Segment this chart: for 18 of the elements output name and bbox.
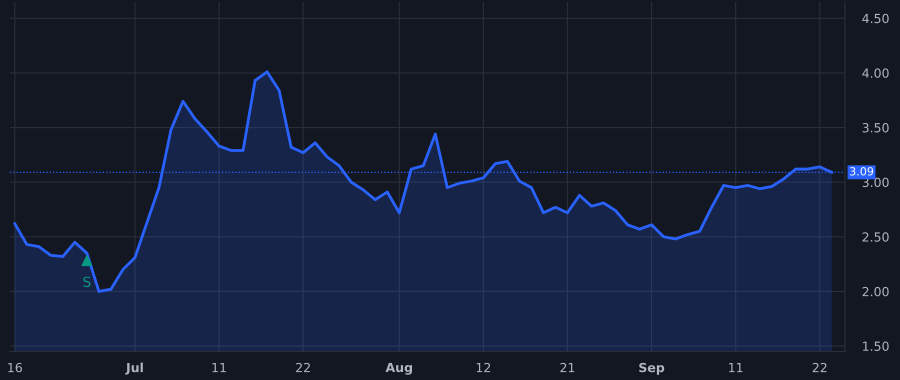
y-tick-label: 3.50 [862,123,889,132]
annotation: S [83,276,91,288]
x-tick-label: 16 [8,362,22,372]
x-tick-label: 21 [560,362,574,372]
y-tick-label: 4.50 [862,14,889,24]
x-tick-label: Aug [386,362,412,375]
x-tick-label: Jul [125,362,143,375]
x-tick-label: 12 [476,362,490,372]
y-tick-label: 2.50 [862,232,889,242]
y-tick-label: 1.50 [863,342,889,351]
x-tick-label: 22 [812,362,826,372]
x-tick-label: 22 [296,362,310,372]
x-tick-label: 11 [212,362,226,372]
ref-line-label: 3.09 [850,167,874,176]
x-tick-label: Sep [639,362,664,375]
y-tick-label: 4.00 [862,68,889,78]
x-tick-label: 11 [729,362,742,372]
y-tick-label: 2.00 [862,286,889,296]
